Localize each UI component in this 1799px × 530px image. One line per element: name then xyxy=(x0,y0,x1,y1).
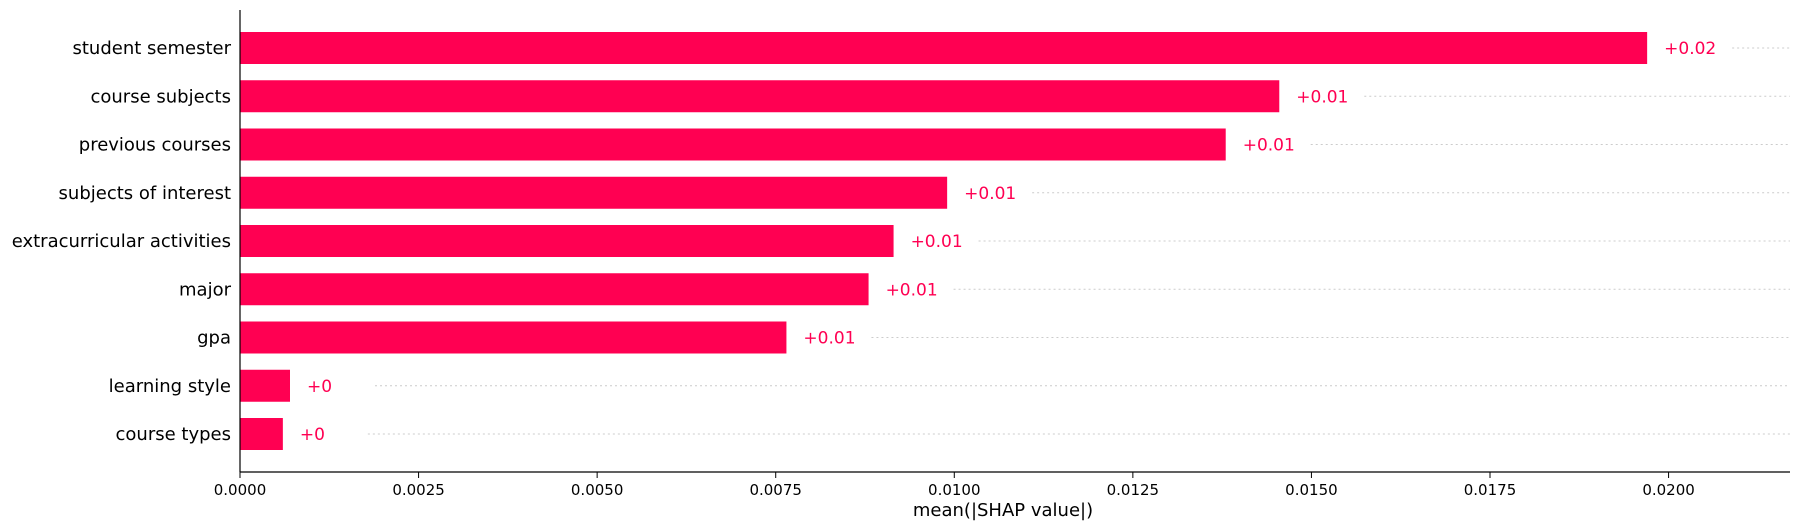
x-tick-label: 0.0125 xyxy=(1107,481,1160,499)
bar xyxy=(240,80,1280,113)
x-tick-label: 0.0100 xyxy=(928,481,981,499)
category-label: extracurricular activities xyxy=(12,231,231,252)
bar xyxy=(240,273,869,306)
category-label: gpa xyxy=(197,328,231,349)
bar xyxy=(240,32,1648,64)
value-label: +0.01 xyxy=(886,280,938,300)
bar xyxy=(240,128,1226,161)
category-label: previous courses xyxy=(79,135,231,156)
bar xyxy=(240,176,948,209)
x-ticks: 0.0000 0.0025 0.0050 0.0075 0.0100 0.0125 0.01… xyxy=(214,472,1695,499)
bar xyxy=(240,225,894,257)
x-tick-label: 0.0025 xyxy=(392,481,445,499)
value-label: +0.02 xyxy=(1664,39,1716,59)
category-label: course subjects xyxy=(90,86,231,107)
value-label: +0 xyxy=(307,377,332,397)
category-label: learning style xyxy=(109,376,231,397)
value-label: +0.01 xyxy=(911,232,963,252)
x-tick-label: 0.0150 xyxy=(1285,481,1338,499)
bar xyxy=(240,321,787,354)
x-tick-label: 0.0000 xyxy=(214,481,267,499)
category-labels: student semester course subjects previous … xyxy=(12,38,232,445)
x-tick-label: 0.0050 xyxy=(571,481,624,499)
value-labels: +0.02 +0.01 +0.01 +0.01 +0.01 +0.01 +0.01 +0 +0 xyxy=(300,39,1716,445)
value-label: +0 xyxy=(300,425,325,445)
category-label: major xyxy=(179,279,232,300)
value-label: +0.01 xyxy=(1296,87,1348,107)
row-guides xyxy=(367,47,1790,435)
value-label: +0.01 xyxy=(964,184,1016,204)
category-label: course types xyxy=(116,424,231,445)
x-tick-label: 0.0200 xyxy=(1642,481,1695,499)
bars xyxy=(240,32,1648,450)
bar xyxy=(240,369,290,402)
category-label: subjects of interest xyxy=(59,183,231,204)
category-label: student semester xyxy=(72,38,231,59)
x-axis-title: mean(|SHAP value|) xyxy=(913,500,1093,521)
bar xyxy=(240,418,283,450)
x-tick-label: 0.0175 xyxy=(1464,481,1517,499)
value-label: +0.01 xyxy=(803,329,855,349)
x-tick-label: 0.0075 xyxy=(749,481,802,499)
value-label: +0.01 xyxy=(1243,136,1295,156)
